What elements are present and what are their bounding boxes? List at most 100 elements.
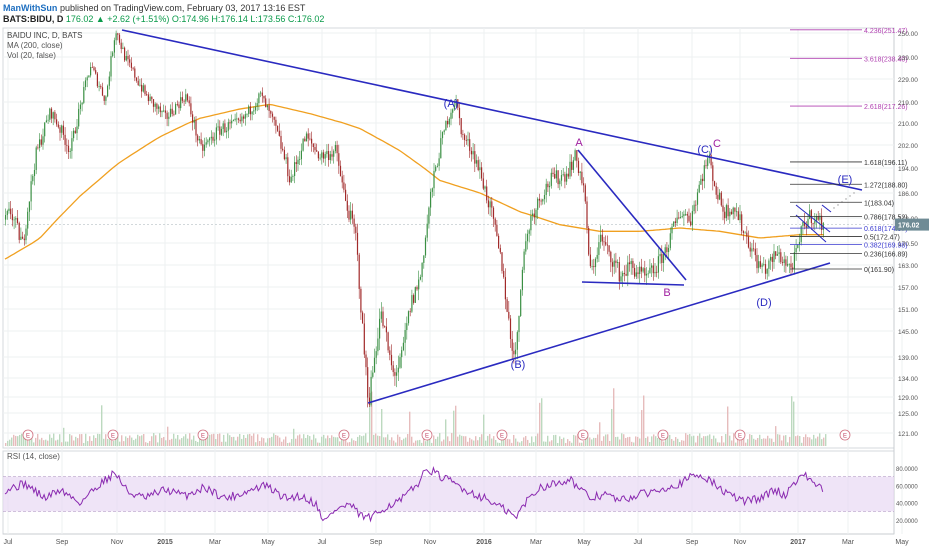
volume-bar	[825, 434, 827, 446]
triangle-base-line	[581, 281, 685, 286]
candle-body	[231, 120, 233, 124]
candle-body	[482, 178, 484, 189]
price-axis[interactable]	[894, 28, 930, 534]
candle-body	[248, 106, 250, 114]
candle-body	[669, 233, 671, 249]
candle-body	[117, 33, 119, 35]
candle-body	[115, 33, 117, 41]
y-tick-label: 210.00	[898, 121, 918, 128]
earnings-marker-label: E	[500, 434, 504, 440]
candle-body	[319, 157, 321, 159]
volume-bar	[415, 440, 417, 446]
candle-body	[387, 332, 389, 351]
candle-body	[256, 103, 258, 107]
volume-bar	[425, 441, 427, 446]
candle-body	[717, 194, 719, 200]
candle-body	[96, 73, 98, 87]
rsi-tick-label: 40.0000	[896, 502, 918, 508]
candle-body	[124, 47, 126, 61]
earnings-marker-label: E	[26, 434, 30, 440]
candle-body	[186, 94, 189, 101]
candle-body	[659, 253, 661, 257]
volume-bar	[37, 433, 39, 446]
candle-body	[91, 67, 93, 68]
candle-body	[404, 330, 406, 343]
candle-body	[793, 252, 795, 269]
y-tick-label: 239.00	[898, 55, 918, 62]
volume-bar	[765, 438, 767, 446]
candle-body	[611, 262, 614, 267]
candle-body	[397, 367, 399, 373]
candle-body	[254, 106, 257, 111]
fib-extension-label: 3.618(238.40)	[864, 56, 908, 63]
candle-body	[644, 268, 646, 276]
candle-body	[234, 118, 236, 121]
candle-body	[59, 127, 61, 133]
volume-bar	[719, 442, 721, 446]
volume-bar	[473, 440, 475, 446]
candle-body	[448, 118, 450, 125]
candle-body	[702, 178, 704, 182]
candle-body	[339, 165, 342, 177]
candle-body	[164, 110, 166, 113]
candle-body	[775, 251, 777, 256]
candle-body	[180, 97, 182, 109]
volume-bar	[383, 437, 385, 446]
candle-body	[532, 213, 534, 216]
candle-body	[74, 130, 76, 134]
volume-bar	[769, 438, 771, 446]
volume-bar	[677, 438, 679, 446]
candle-body	[693, 204, 695, 212]
candle-body	[509, 318, 512, 340]
candle-body	[567, 173, 569, 177]
candle-body	[615, 260, 617, 263]
volume-bar	[817, 436, 819, 446]
candle-body	[797, 244, 799, 249]
candle-body	[773, 251, 775, 262]
volume-bar	[149, 441, 151, 446]
candle-body	[623, 272, 625, 274]
candle-body	[450, 112, 452, 119]
candle-body	[647, 273, 649, 275]
candle-body	[86, 77, 88, 81]
volume-bar	[123, 441, 125, 446]
volume-bar	[27, 439, 29, 446]
candle-body	[419, 276, 421, 280]
volume-bar	[117, 433, 119, 446]
volume-bar	[211, 434, 213, 446]
candle-body	[107, 85, 109, 97]
candle-body	[617, 262, 619, 263]
candle-body	[433, 170, 435, 189]
volume-bar	[167, 426, 169, 446]
earnings-marker-label: E	[661, 434, 665, 440]
volume-bar	[439, 433, 441, 446]
volume-bar	[447, 436, 449, 446]
candle-body	[244, 114, 246, 119]
candle-body	[127, 55, 129, 60]
publish-line: ManWithSun published on TradingView.com,…	[3, 3, 305, 13]
candle-body	[598, 242, 600, 255]
volume-bar	[321, 436, 323, 446]
candle-body	[518, 315, 520, 333]
volume-bar	[669, 434, 671, 446]
fib-retracement: 0(161.90) 0.236(166.89) 0.382(169.98) 0.5(1…	[790, 28, 908, 274]
candle-body	[16, 218, 19, 223]
candle-body	[358, 254, 360, 289]
candle-body	[384, 326, 386, 328]
volume-bar	[245, 437, 247, 446]
candle-body	[620, 276, 622, 282]
volume-bar	[161, 437, 163, 446]
volume-bar	[643, 395, 645, 446]
candle-body	[47, 119, 49, 121]
candle-body	[768, 260, 770, 269]
candle-body	[504, 277, 506, 300]
author-link[interactable]: ManWithSun	[3, 3, 58, 13]
candle-body	[564, 174, 566, 182]
volume-bar	[135, 438, 137, 446]
volume-bar	[553, 435, 555, 446]
volume-bar	[179, 439, 181, 446]
volume-bar	[785, 435, 787, 446]
volume-bar	[125, 436, 127, 446]
candle-body	[285, 157, 287, 160]
